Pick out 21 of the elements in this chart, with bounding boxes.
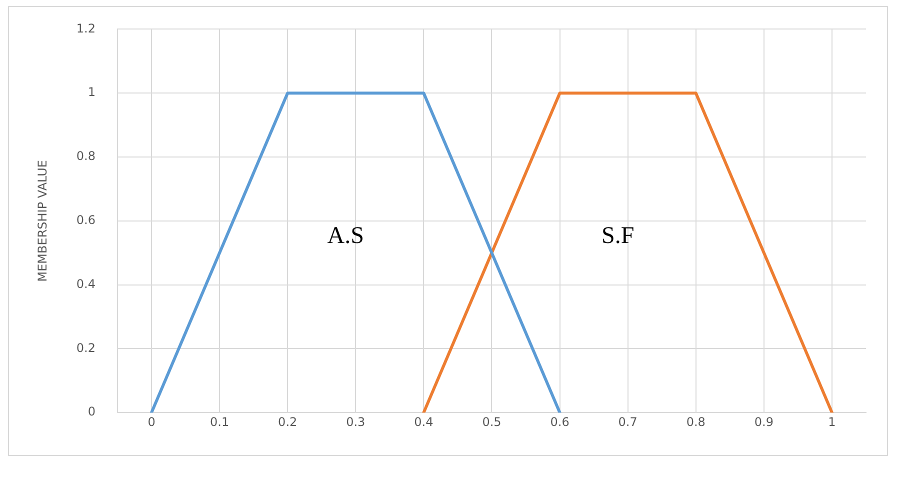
x-tick-label: 1 [828,414,836,429]
y-tick-label: 0 [88,404,96,419]
y-tick-label: 0.6 [76,213,96,228]
x-tick-label: 0 [148,414,156,429]
y-tick-label: 1.2 [76,21,96,36]
x-tick-label: 0.1 [210,414,230,429]
y-tick-label: 0.8 [76,149,96,164]
x-tick-label: 0.5 [482,414,502,429]
x-tick-label: 0.6 [550,414,570,429]
annotation: A.S [327,223,364,250]
x-tick-label: 0.4 [414,414,434,429]
y-axis-title: MEMBERSHIP VALUE [35,160,50,282]
x-tick-label: 0.8 [686,414,706,429]
y-tick-label: 0.4 [76,276,96,291]
y-tick-label: 1 [88,85,96,100]
x-tick-label: 0.3 [346,414,366,429]
x-tick-label: 0.9 [754,414,774,429]
annotation: S.F [601,223,634,250]
x-tick-label: 0.7 [618,414,638,429]
y-tick-label: 0.2 [76,340,96,355]
x-tick-label: 0.2 [278,414,298,429]
